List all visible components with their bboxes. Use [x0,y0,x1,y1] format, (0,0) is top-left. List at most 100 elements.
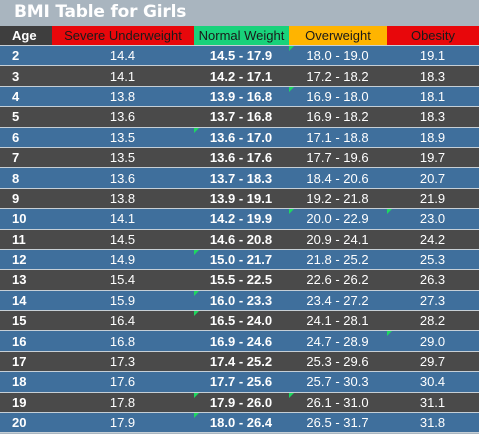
cell-age[interactable]: 14 [12,292,27,308]
header-severe-underweight[interactable]: Severe Underweight [52,26,194,45]
cell-severe-underweight[interactable]: 13.5 [109,129,136,145]
cell-severe-underweight[interactable]: 13.8 [109,88,136,104]
cell-severe-underweight[interactable]: 13.6 [109,170,136,186]
cell-overweight[interactable]: 26.5 - 31.7 [306,415,369,431]
cell-age[interactable]: 17 [12,354,27,370]
cell-age[interactable]: 4 [12,88,20,104]
cell-severe-underweight[interactable]: 17.8 [109,394,136,410]
cell-age[interactable]: 8 [12,170,20,186]
cell-overweight[interactable]: 16.9 - 18.2 [306,109,369,125]
comment-indicator-icon[interactable] [289,86,294,92]
cell-obesity[interactable]: 21.9 [419,190,446,206]
cell-overweight[interactable]: 24.7 - 28.9 [306,333,369,349]
cell-obesity[interactable]: 20.7 [419,170,446,186]
cell-age[interactable]: 5 [12,109,20,125]
cell-overweight[interactable]: 17.2 - 18.2 [306,68,369,84]
comment-indicator-icon[interactable] [194,392,199,398]
comment-indicator-icon[interactable] [387,331,392,337]
comment-indicator-icon[interactable] [194,413,199,419]
cell-age[interactable]: 15 [12,313,27,329]
cell-age[interactable]: 2 [12,48,20,64]
cell-overweight[interactable]: 17.7 - 19.6 [306,150,369,166]
cell-overweight[interactable]: 21.8 - 25.2 [306,252,369,268]
cell-age[interactable]: 19 [12,394,27,410]
cell-overweight[interactable]: 22.6 - 26.2 [306,272,369,288]
cell-obesity[interactable]: 18.9 [419,129,446,145]
cell-obesity[interactable]: 18.3 [419,109,446,125]
cell-severe-underweight[interactable]: 15.9 [109,292,136,308]
cell-severe-underweight[interactable]: 17.6 [109,374,136,390]
cell-severe-underweight[interactable]: 13.8 [109,190,136,206]
cell-overweight[interactable]: 18.4 - 20.6 [306,170,369,186]
cell-overweight[interactable]: 18.0 - 19.0 [289,46,387,65]
comment-indicator-icon[interactable] [289,209,294,215]
cell-severe-underweight[interactable]: 14.1 [109,211,136,227]
cell-obesity[interactable]: 29.0 [387,331,479,350]
cell-overweight[interactable]: 25.7 - 30.3 [306,374,369,390]
cell-obesity[interactable]: 31.1 [419,394,446,410]
cell-obesity[interactable]: 29.7 [419,354,446,370]
cell-normal-weight[interactable]: 15.0 - 21.7 [194,249,289,269]
comment-indicator-icon[interactable] [194,127,199,133]
cell-obesity[interactable]: 19.1 [419,48,446,64]
cell-overweight[interactable]: 16.9 - 18.0 [289,86,387,106]
header-overweight[interactable]: Overweight [289,26,387,45]
cell-severe-underweight[interactable]: 17.3 [109,354,136,370]
cell-obesity[interactable]: 18.3 [419,68,446,84]
cell-age[interactable]: 9 [12,190,20,206]
cell-normal-weight[interactable]: 14.2 - 17.1 [209,68,273,84]
cell-age[interactable]: 10 [12,211,27,227]
header-normal-weight[interactable]: Normal Weight [194,26,289,45]
cell-obesity[interactable]: 19.7 [419,150,446,166]
cell-overweight[interactable]: 19.2 - 21.8 [306,190,369,206]
cell-obesity[interactable]: 18.1 [419,88,446,104]
cell-normal-weight[interactable]: 17.4 - 25.2 [209,354,273,370]
cell-severe-underweight[interactable]: 14.9 [109,252,136,268]
cell-age[interactable]: 20 [12,415,27,431]
cell-severe-underweight[interactable]: 14.5 [109,231,136,247]
cell-age[interactable]: 11 [12,231,26,247]
cell-obesity[interactable]: 24.2 [419,231,446,247]
cell-normal-weight[interactable]: 17.9 - 26.0 [194,392,289,412]
cell-overweight[interactable]: 23.4 - 27.2 [306,292,369,308]
cell-overweight[interactable]: 17.1 - 18.8 [306,129,369,145]
cell-obesity[interactable]: 23.0 [387,209,479,228]
comment-indicator-icon[interactable] [289,392,294,398]
comment-indicator-icon[interactable] [194,311,199,317]
cell-normal-weight[interactable]: 14.6 - 20.8 [209,231,273,247]
cell-normal-weight[interactable]: 15.5 - 22.5 [209,272,273,288]
cell-age[interactable]: 12 [12,252,27,268]
cell-normal-weight[interactable]: 13.6 - 17.6 [209,150,273,166]
cell-overweight[interactable]: 20.9 - 24.1 [306,231,369,247]
comment-indicator-icon[interactable] [289,46,294,51]
cell-normal-weight[interactable]: 14.5 - 17.9 [209,48,273,64]
cell-obesity[interactable]: 27.3 [419,292,446,308]
comment-indicator-icon[interactable] [194,249,199,255]
cell-overweight[interactable]: 25.3 - 29.6 [306,354,369,370]
cell-severe-underweight[interactable]: 14.4 [109,48,136,64]
cell-obesity[interactable]: 26.3 [419,272,446,288]
cell-obesity[interactable]: 25.3 [419,252,446,268]
cell-normal-weight[interactable]: 14.2 - 19.9 [209,211,273,227]
cell-age[interactable]: 7 [12,150,20,166]
cell-normal-weight[interactable]: 13.9 - 16.8 [209,88,273,104]
cell-severe-underweight[interactable]: 16.8 [109,333,136,349]
cell-normal-weight[interactable]: 16.0 - 23.3 [194,290,289,310]
cell-normal-weight[interactable]: 16.9 - 24.6 [209,333,273,349]
cell-normal-weight[interactable]: 13.6 - 17.0 [194,127,289,147]
cell-overweight[interactable]: 26.1 - 31.0 [289,392,387,412]
cell-age[interactable]: 6 [12,129,20,145]
cell-normal-weight[interactable]: 13.7 - 16.8 [209,109,273,125]
cell-normal-weight[interactable]: 18.0 - 26.4 [194,413,289,432]
header-obesity[interactable]: Obesity [387,26,479,45]
cell-severe-underweight[interactable]: 13.6 [109,109,136,125]
cell-overweight[interactable]: 24.1 - 28.1 [306,313,369,329]
cell-severe-underweight[interactable]: 15.4 [109,272,136,288]
header-age[interactable]: Age [12,28,37,43]
cell-severe-underweight[interactable]: 17.9 [109,415,136,431]
cell-obesity[interactable]: 31.8 [419,415,446,431]
cell-age[interactable]: 13 [12,272,27,288]
cell-severe-underweight[interactable]: 14.1 [109,68,136,84]
cell-severe-underweight[interactable]: 16.4 [109,313,136,329]
comment-indicator-icon[interactable] [194,290,199,296]
